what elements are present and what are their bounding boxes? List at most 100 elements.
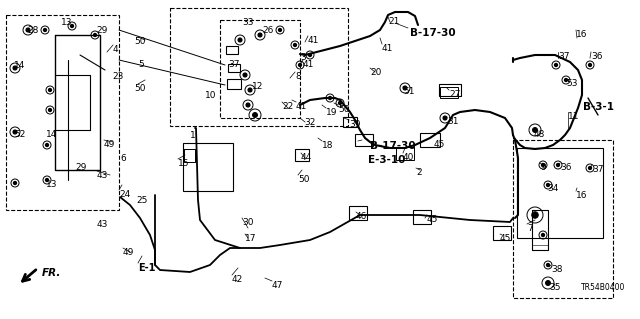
Circle shape <box>554 63 557 67</box>
Circle shape <box>45 178 49 182</box>
Text: TR54B0400: TR54B0400 <box>581 283 625 292</box>
Bar <box>439 84 461 96</box>
Text: 2: 2 <box>416 168 422 177</box>
Text: 35: 35 <box>549 283 561 292</box>
Text: 47: 47 <box>272 281 284 290</box>
Bar <box>396 147 414 160</box>
Circle shape <box>541 163 545 167</box>
Circle shape <box>298 63 301 67</box>
Bar <box>517 148 603 238</box>
Text: FR.: FR. <box>42 268 61 278</box>
Bar <box>493 226 511 240</box>
Bar <box>6 15 119 210</box>
Text: 49: 49 <box>104 140 115 149</box>
Text: 8: 8 <box>295 72 301 81</box>
Text: 45: 45 <box>500 234 511 243</box>
Circle shape <box>246 103 250 107</box>
Circle shape <box>547 183 550 187</box>
Circle shape <box>70 24 74 28</box>
Text: 42: 42 <box>232 275 243 284</box>
Circle shape <box>49 88 52 92</box>
Circle shape <box>44 28 47 32</box>
Text: B-17-30: B-17-30 <box>410 28 456 38</box>
Circle shape <box>13 66 17 70</box>
Text: 24: 24 <box>119 190 131 199</box>
Text: 14: 14 <box>46 130 58 139</box>
Circle shape <box>443 116 447 120</box>
Circle shape <box>238 38 242 42</box>
Text: 45: 45 <box>434 140 445 149</box>
Circle shape <box>556 163 559 167</box>
Circle shape <box>339 101 342 105</box>
Bar <box>513 140 613 298</box>
Circle shape <box>588 63 591 67</box>
Text: 20: 20 <box>370 68 381 77</box>
Bar <box>183 143 233 191</box>
Text: 6: 6 <box>120 154 125 163</box>
Text: 29: 29 <box>75 163 86 172</box>
Bar <box>355 134 373 146</box>
Bar <box>228 64 240 72</box>
Circle shape <box>253 113 257 117</box>
Text: 23: 23 <box>112 72 124 81</box>
Text: 1: 1 <box>190 131 196 140</box>
Circle shape <box>45 144 49 147</box>
Text: 53: 53 <box>566 79 577 88</box>
Text: 40: 40 <box>403 153 414 162</box>
Text: 50: 50 <box>134 84 145 93</box>
Text: 17: 17 <box>245 234 257 243</box>
Text: 43: 43 <box>97 220 108 229</box>
Text: 51: 51 <box>403 87 415 96</box>
Text: 50: 50 <box>134 37 145 46</box>
Circle shape <box>545 281 550 286</box>
Text: B-3-1: B-3-1 <box>583 102 614 112</box>
Text: 29: 29 <box>96 26 108 35</box>
Text: 37: 37 <box>228 60 239 69</box>
Text: 39: 39 <box>349 120 360 129</box>
Text: 37: 37 <box>558 52 570 61</box>
Bar <box>227 79 241 89</box>
Text: 34: 34 <box>547 184 558 193</box>
Bar <box>226 46 238 54</box>
Text: 27: 27 <box>449 90 460 99</box>
Text: 31: 31 <box>447 117 458 126</box>
Text: 44: 44 <box>301 153 312 162</box>
Text: 50: 50 <box>298 175 310 184</box>
Text: 16: 16 <box>576 191 588 200</box>
Bar <box>440 87 458 98</box>
Text: 15: 15 <box>178 159 189 168</box>
Text: 38: 38 <box>551 265 563 274</box>
Text: 25: 25 <box>136 196 147 205</box>
Circle shape <box>13 182 17 185</box>
Text: 36: 36 <box>560 163 572 172</box>
Text: 45: 45 <box>427 215 438 224</box>
Circle shape <box>532 212 538 218</box>
Circle shape <box>564 78 568 82</box>
Circle shape <box>328 96 332 100</box>
Text: E-1: E-1 <box>138 263 156 273</box>
Text: 7: 7 <box>527 224 532 233</box>
Circle shape <box>13 130 17 134</box>
Bar <box>413 210 431 224</box>
Text: 11: 11 <box>568 112 579 121</box>
Circle shape <box>541 234 545 237</box>
Text: 22: 22 <box>282 102 293 111</box>
Bar <box>349 206 367 220</box>
Text: 33: 33 <box>242 18 253 27</box>
Text: 14: 14 <box>14 61 26 70</box>
Text: B-17-30: B-17-30 <box>370 141 415 151</box>
Text: 18: 18 <box>322 141 333 150</box>
Text: 49: 49 <box>123 248 134 257</box>
Text: 12: 12 <box>252 82 264 91</box>
Text: 43: 43 <box>97 171 108 180</box>
Circle shape <box>547 263 550 267</box>
Text: E-3-10: E-3-10 <box>368 155 405 165</box>
Circle shape <box>403 86 407 90</box>
Text: 41: 41 <box>382 44 394 53</box>
Text: 13: 13 <box>46 180 58 189</box>
Circle shape <box>308 53 312 56</box>
Text: 13: 13 <box>61 18 72 27</box>
Circle shape <box>248 88 252 92</box>
Bar <box>295 149 309 161</box>
Circle shape <box>532 128 538 132</box>
